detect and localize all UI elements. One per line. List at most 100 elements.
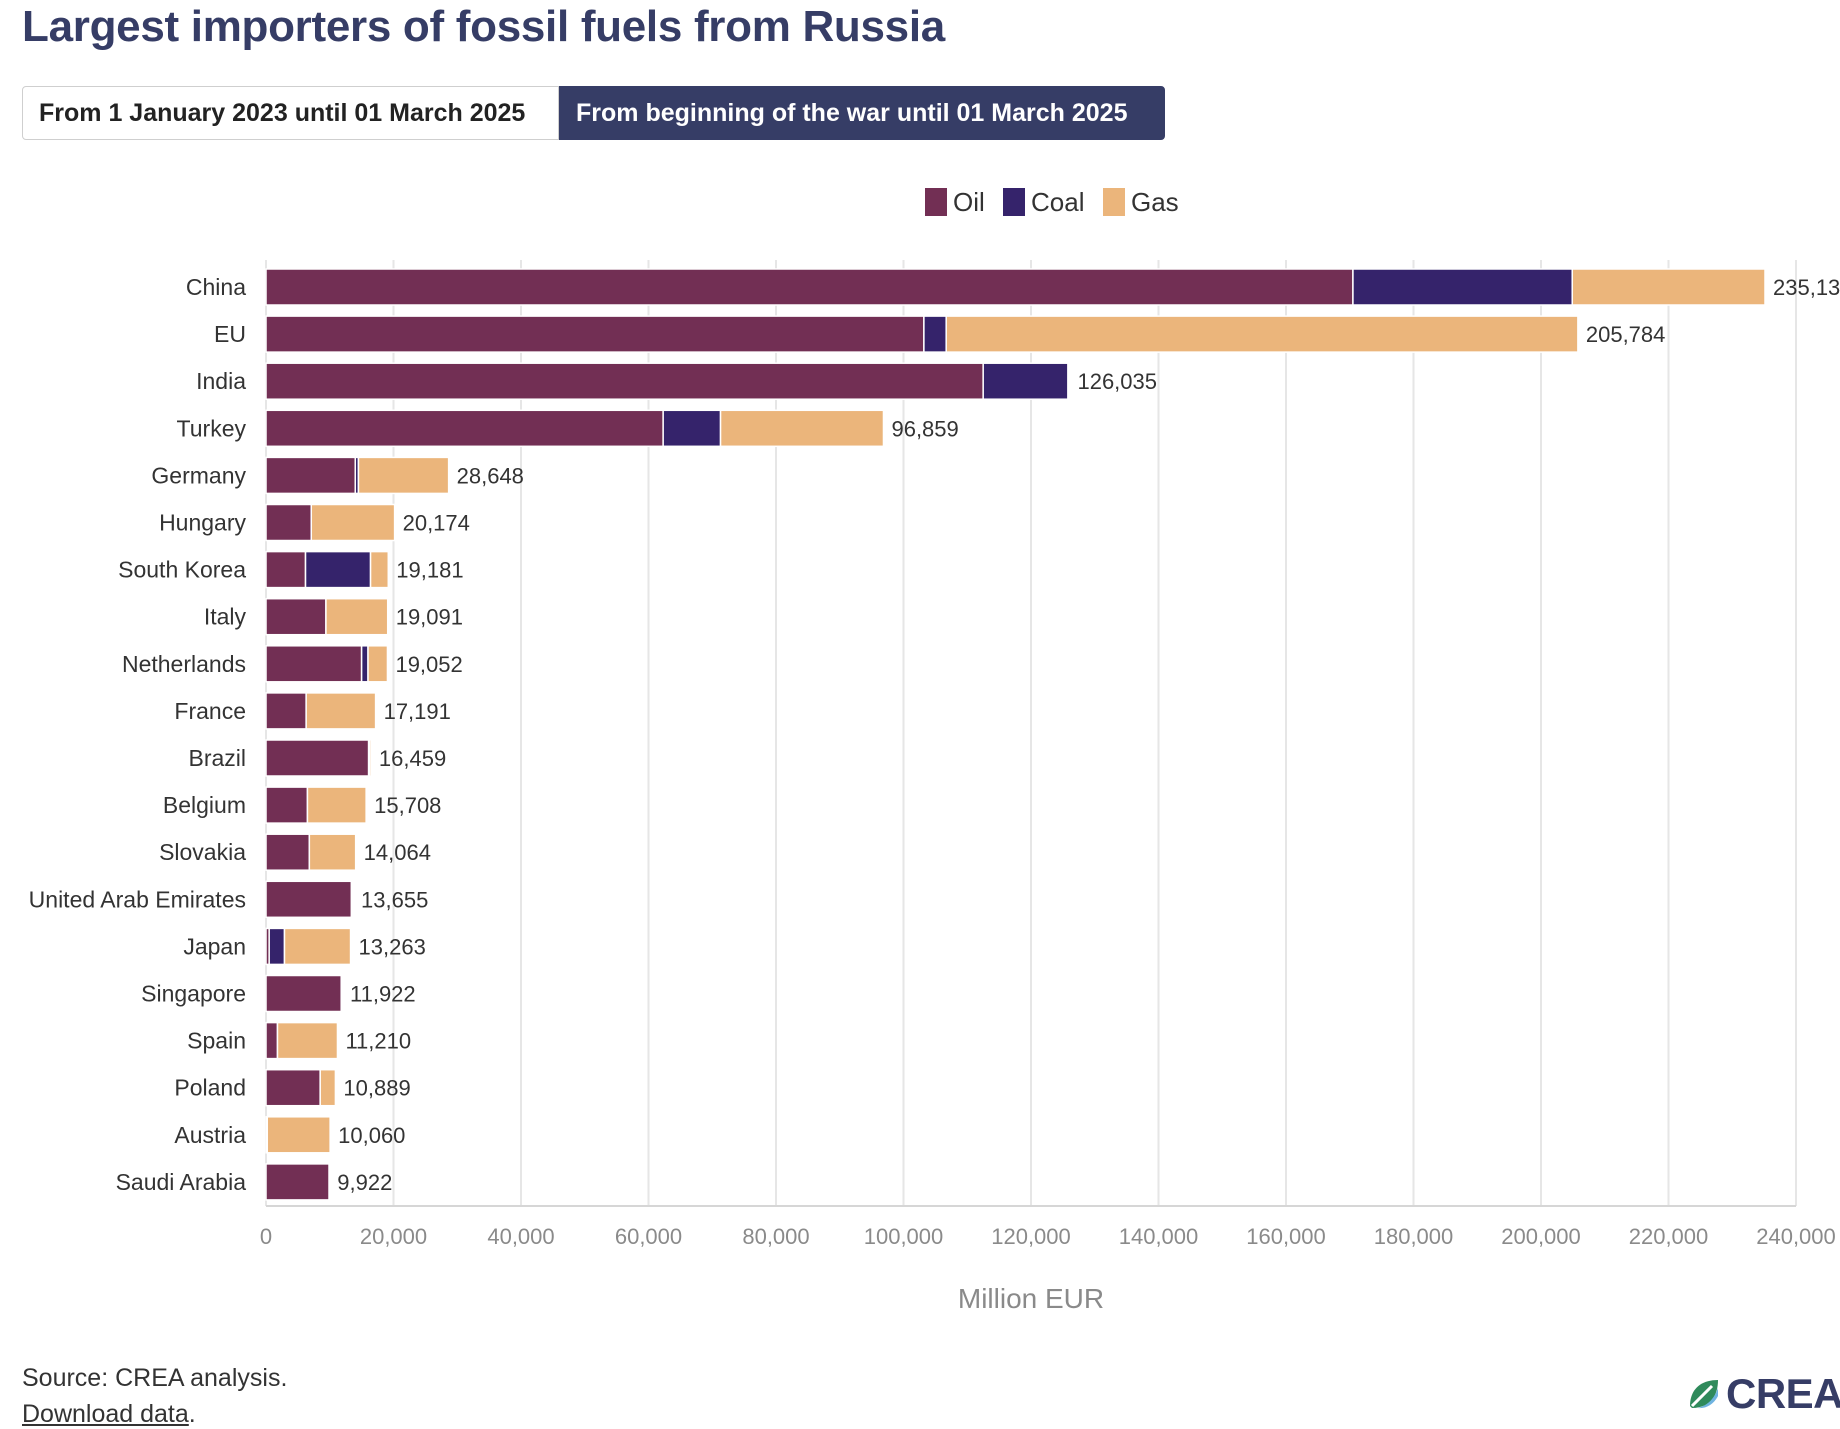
category-label: Netherlands xyxy=(122,651,246,677)
bar-segment-gas xyxy=(328,1163,331,1201)
bar-segment-coal xyxy=(662,409,722,448)
x-tick-label: 0 xyxy=(260,1224,272,1249)
download-line: Download data. xyxy=(22,1400,196,1429)
category-label: Poland xyxy=(174,1075,246,1101)
bar-segment-oil xyxy=(265,597,327,636)
bar-segment-oil xyxy=(265,1068,321,1107)
category-label: Brazil xyxy=(188,745,246,771)
download-suffix: . xyxy=(188,1400,196,1428)
total-label: 15,708 xyxy=(374,793,441,818)
bar-segment-gas xyxy=(368,739,372,777)
x-tick-label: 120,000 xyxy=(991,1224,1071,1249)
tab-since-war[interactable]: From beginning of the war until 01 March… xyxy=(559,86,1165,140)
bar-segment-oil xyxy=(265,362,984,400)
bar-segment-gas xyxy=(367,645,389,683)
bar-segment-oil xyxy=(265,315,925,353)
bar-segment-gas xyxy=(357,456,450,495)
x-tick-label: 220,000 xyxy=(1629,1224,1709,1249)
total-label: 17,191 xyxy=(384,699,451,724)
category-label: Singapore xyxy=(141,981,246,1007)
bar-segment-gas xyxy=(325,597,389,636)
bar-segment-coal xyxy=(923,315,947,353)
total-label: 20,174 xyxy=(403,511,470,536)
legend-swatch-coal xyxy=(1003,188,1025,216)
x-tick-label: 240,000 xyxy=(1756,1224,1836,1249)
bar-segment-oil xyxy=(265,692,307,730)
category-label: Slovakia xyxy=(159,839,246,865)
legend-swatch-gas xyxy=(1103,188,1125,216)
bar-segment-oil xyxy=(265,550,307,589)
total-label: 235,138 xyxy=(1773,275,1840,300)
x-tick-label: 160,000 xyxy=(1246,1224,1326,1249)
category-label: Belgium xyxy=(163,792,246,818)
total-label: 10,060 xyxy=(338,1123,405,1148)
bar-segment-oil xyxy=(265,833,311,871)
total-label: 11,210 xyxy=(345,1029,411,1054)
crea-logo-text: CREA xyxy=(1726,1370,1840,1417)
category-label: EU xyxy=(214,321,246,347)
chart-title: Largest importers of fossil fuels from R… xyxy=(22,2,945,51)
legend-label-oil: Oil xyxy=(953,187,985,217)
category-label: Austria xyxy=(174,1122,246,1148)
total-label: 13,655 xyxy=(361,887,428,912)
x-tick-label: 40,000 xyxy=(487,1224,554,1249)
legend-swatch-oil xyxy=(925,188,947,216)
tab-since-2023[interactable]: From 1 January 2023 until 01 March 2025 xyxy=(22,86,559,140)
bar-segment-coal xyxy=(268,927,286,966)
bar-segment-coal xyxy=(982,362,1069,400)
total-label: 10,889 xyxy=(343,1076,410,1101)
category-label: Italy xyxy=(204,604,247,630)
bar-segment-gas xyxy=(1571,268,1766,306)
bar-segment-gas xyxy=(945,315,1579,353)
category-label: China xyxy=(186,274,246,300)
bar-segment-coal xyxy=(1352,268,1573,306)
category-label: Spain xyxy=(187,1028,246,1054)
period-tabs: From 1 January 2023 until 01 March 2025 … xyxy=(22,86,1165,140)
bar-segment-gas xyxy=(351,880,354,919)
category-label: Turkey xyxy=(177,415,247,441)
total-label: 14,064 xyxy=(364,840,431,865)
bar-segment-oil xyxy=(265,880,353,919)
x-axis-title: Million EUR xyxy=(958,1283,1104,1314)
bar-segment-gas xyxy=(306,786,367,824)
bar-segment-gas xyxy=(266,1116,331,1154)
category-label: United Arab Emirates xyxy=(29,886,246,912)
bar-segment-gas xyxy=(283,927,352,966)
bar-segment-gas xyxy=(369,550,390,589)
category-label: India xyxy=(196,368,246,394)
category-label: France xyxy=(174,698,246,724)
x-tick-label: 80,000 xyxy=(742,1224,809,1249)
bar-segment-oil xyxy=(265,503,313,542)
total-label: 205,784 xyxy=(1586,322,1666,347)
bar-segment-gas xyxy=(308,833,357,871)
total-label: 19,181 xyxy=(396,558,463,583)
crea-logo: CREA xyxy=(1686,1370,1840,1418)
bar-segment-oil xyxy=(265,268,1354,306)
category-label: Hungary xyxy=(159,510,246,536)
total-label: 13,263 xyxy=(359,934,426,959)
bar-segment-oil xyxy=(265,456,356,495)
source-note: Source: CREA analysis. xyxy=(22,1364,288,1392)
download-data-link[interactable]: Download data xyxy=(22,1400,189,1428)
bar-segment-gas xyxy=(1067,362,1071,400)
category-label: South Korea xyxy=(118,557,246,583)
bar-segment-coal xyxy=(304,550,372,589)
category-label: Germany xyxy=(151,462,246,488)
x-tick-label: 140,000 xyxy=(1119,1224,1199,1249)
bar-segment-oil xyxy=(265,645,363,683)
total-label: 19,052 xyxy=(395,652,462,677)
bar-segment-coal xyxy=(360,645,369,683)
total-label: 9,922 xyxy=(337,1170,392,1195)
bar-segment-oil xyxy=(265,974,342,1013)
legend-label-gas: Gas xyxy=(1131,187,1179,217)
bar-segment-gas xyxy=(310,503,396,542)
bar-segment-gas xyxy=(719,409,885,448)
bar-segment-oil xyxy=(265,1163,330,1201)
bar-segment-gas xyxy=(276,1021,339,1060)
bar-segment-oil xyxy=(265,409,664,448)
bar-segment-gas xyxy=(305,692,377,730)
bar-segment-oil xyxy=(265,786,309,824)
category-label: Japan xyxy=(183,933,246,959)
x-tick-label: 180,000 xyxy=(1374,1224,1454,1249)
